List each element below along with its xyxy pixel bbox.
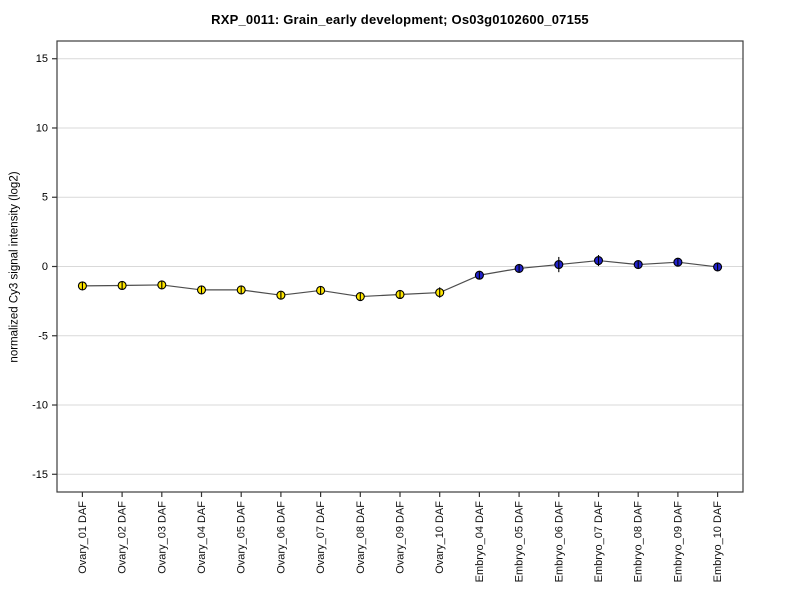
x-tick-label: Ovary_05 DAF xyxy=(236,501,248,574)
y-tick-label: -10 xyxy=(32,400,48,412)
x-tick-label: Ovary_07 DAF xyxy=(315,501,327,574)
y-tick-label: 10 xyxy=(36,122,48,134)
x-tick-label: Embryo_10 DAF xyxy=(712,501,724,583)
y-tick-label: 15 xyxy=(36,53,48,65)
chart-title: RXP_0011: Grain_early development; Os03g… xyxy=(211,12,589,27)
x-tick-label: Embryo_08 DAF xyxy=(633,501,645,583)
x-tick-label: Ovary_02 DAF xyxy=(117,501,129,574)
x-tick-label: Ovary_06 DAF xyxy=(275,501,287,574)
x-tick-label: Ovary_01 DAF xyxy=(77,501,89,574)
x-tick-label: Ovary_08 DAF xyxy=(355,501,367,574)
x-tick-label: Embryo_07 DAF xyxy=(593,501,605,583)
x-tick-label: Ovary_09 DAF xyxy=(395,501,407,574)
x-tick-label: Embryo_09 DAF xyxy=(672,501,684,583)
x-tick-label: Embryo_05 DAF xyxy=(514,501,526,583)
x-tick-label: Embryo_06 DAF xyxy=(553,501,565,583)
y-tick-label: 5 xyxy=(42,192,48,204)
y-tick-label: -5 xyxy=(38,330,48,342)
x-tick-label: Embryo_04 DAF xyxy=(474,501,486,583)
x-tick-label: Ovary_10 DAF xyxy=(434,501,446,574)
x-tick-label: Ovary_04 DAF xyxy=(196,501,208,574)
y-tick-label: -15 xyxy=(32,469,48,481)
x-tick-label: Ovary_03 DAF xyxy=(156,501,168,574)
y-tick-label: 0 xyxy=(42,261,48,273)
